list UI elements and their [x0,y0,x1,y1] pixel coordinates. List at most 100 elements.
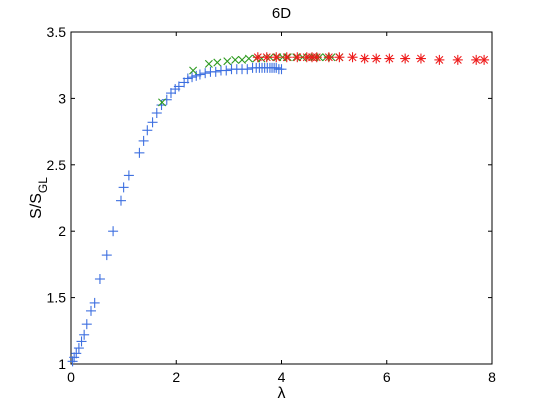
star-marker-b [293,53,302,62]
cross-marker-b [231,55,240,64]
data-points [67,52,490,367]
data-point-star [384,53,395,64]
data-point-plus [81,319,92,330]
data-point-cross [238,55,247,64]
axis-ticks: 0 2 4 6 8 1 1.5 2 2.5 3 3.5 [47,24,497,385]
data-point-cross [223,57,232,66]
cross-marker-b [257,54,266,63]
star-marker-b [416,54,425,63]
plot-area [70,31,493,365]
cross-marker-b [244,54,253,63]
star-marker-b [335,53,344,62]
y-tick-label: 1 [58,356,66,372]
data-point-cross [244,54,253,63]
data-point-plus [71,348,82,359]
data-point-plus [187,72,198,83]
star-marker-b [472,55,481,64]
data-point-plus [194,69,205,80]
y-tick-label: 3.5 [47,24,67,40]
data-point-plus [73,343,84,354]
star-marker-b [262,53,271,62]
cross-marker-b [158,98,167,107]
cross-marker-b [213,58,222,67]
star-marker-b [401,54,410,63]
data-point-plus [118,182,129,193]
star-marker-b [312,53,321,62]
cross-marker-b [223,57,232,66]
x-tick-label: 2 [172,369,180,385]
data-point-star [311,52,322,63]
star-marker-b [435,55,444,64]
star-marker-b [372,54,381,63]
y-axis-label-main: S/S [28,193,45,219]
data-point-star [400,53,411,64]
data-point-cross [189,66,198,75]
star-marker-b [480,55,489,64]
x-tick-label: 6 [383,369,391,385]
data-point-star [415,53,426,64]
data-point-plus [276,64,287,75]
data-point-plus [134,147,145,158]
data-point-plus [138,135,149,146]
x-tick-label: 8 [488,369,496,385]
data-point-plus [79,329,90,340]
data-point-plus [165,88,176,99]
y-axis-label-group: S/SGL [28,177,50,219]
star-marker-b [348,53,357,62]
cross-marker-b [238,55,247,64]
data-point-plus [182,73,193,84]
data-point-star [292,52,303,63]
data-point-cross [204,59,213,68]
data-point-plus [271,62,282,73]
x-tick-label: 4 [278,369,286,385]
data-point-plus [210,66,221,77]
data-point-plus [67,356,78,367]
y-tick-label: 1.5 [47,290,67,306]
cross-marker-b [204,59,213,68]
data-point-star [434,54,445,65]
data-point-plus [221,65,232,76]
data-point-plus [123,170,134,181]
data-point-plus [115,195,126,206]
data-point-star [452,54,463,65]
data-point-cross [213,58,222,67]
data-point-plus [147,117,158,128]
x-tick-label: 0 [67,369,75,385]
data-point-star [479,54,490,65]
data-point-plus [242,64,253,75]
y-tick-label: 2.5 [47,157,67,173]
star-marker-b [282,53,291,62]
data-point-plus [151,108,162,119]
chart-title: 6D [272,5,291,22]
star-marker-b [253,53,262,62]
data-point-star [347,52,358,63]
data-point-cross [158,98,167,107]
data-point-star [323,52,334,63]
data-point-star [281,52,292,63]
data-point-plus [200,68,211,79]
data-point-plus [76,336,87,347]
data-point-plus [142,125,153,136]
data-point-star [252,52,263,63]
y-tick-label: 3 [58,90,66,106]
data-point-star [359,53,370,64]
y-axis-label-subscript: GL [36,177,50,193]
y-tick-label: 2 [58,223,66,239]
star-marker-b [324,53,333,62]
data-point-star [261,52,272,63]
data-point-plus [69,352,80,363]
star-marker-b [360,54,369,63]
data-point-star [371,53,382,64]
star-marker-b [453,55,462,64]
data-point-plus [173,81,184,92]
star-marker-b [272,53,281,62]
star-marker-b [385,54,394,63]
data-point-plus [85,305,96,316]
cross-marker-b [189,66,198,75]
data-point-plus [161,94,172,105]
y-axis-label: S/SGL [28,177,50,219]
data-point-star [471,54,482,65]
data-point-star [334,52,345,63]
